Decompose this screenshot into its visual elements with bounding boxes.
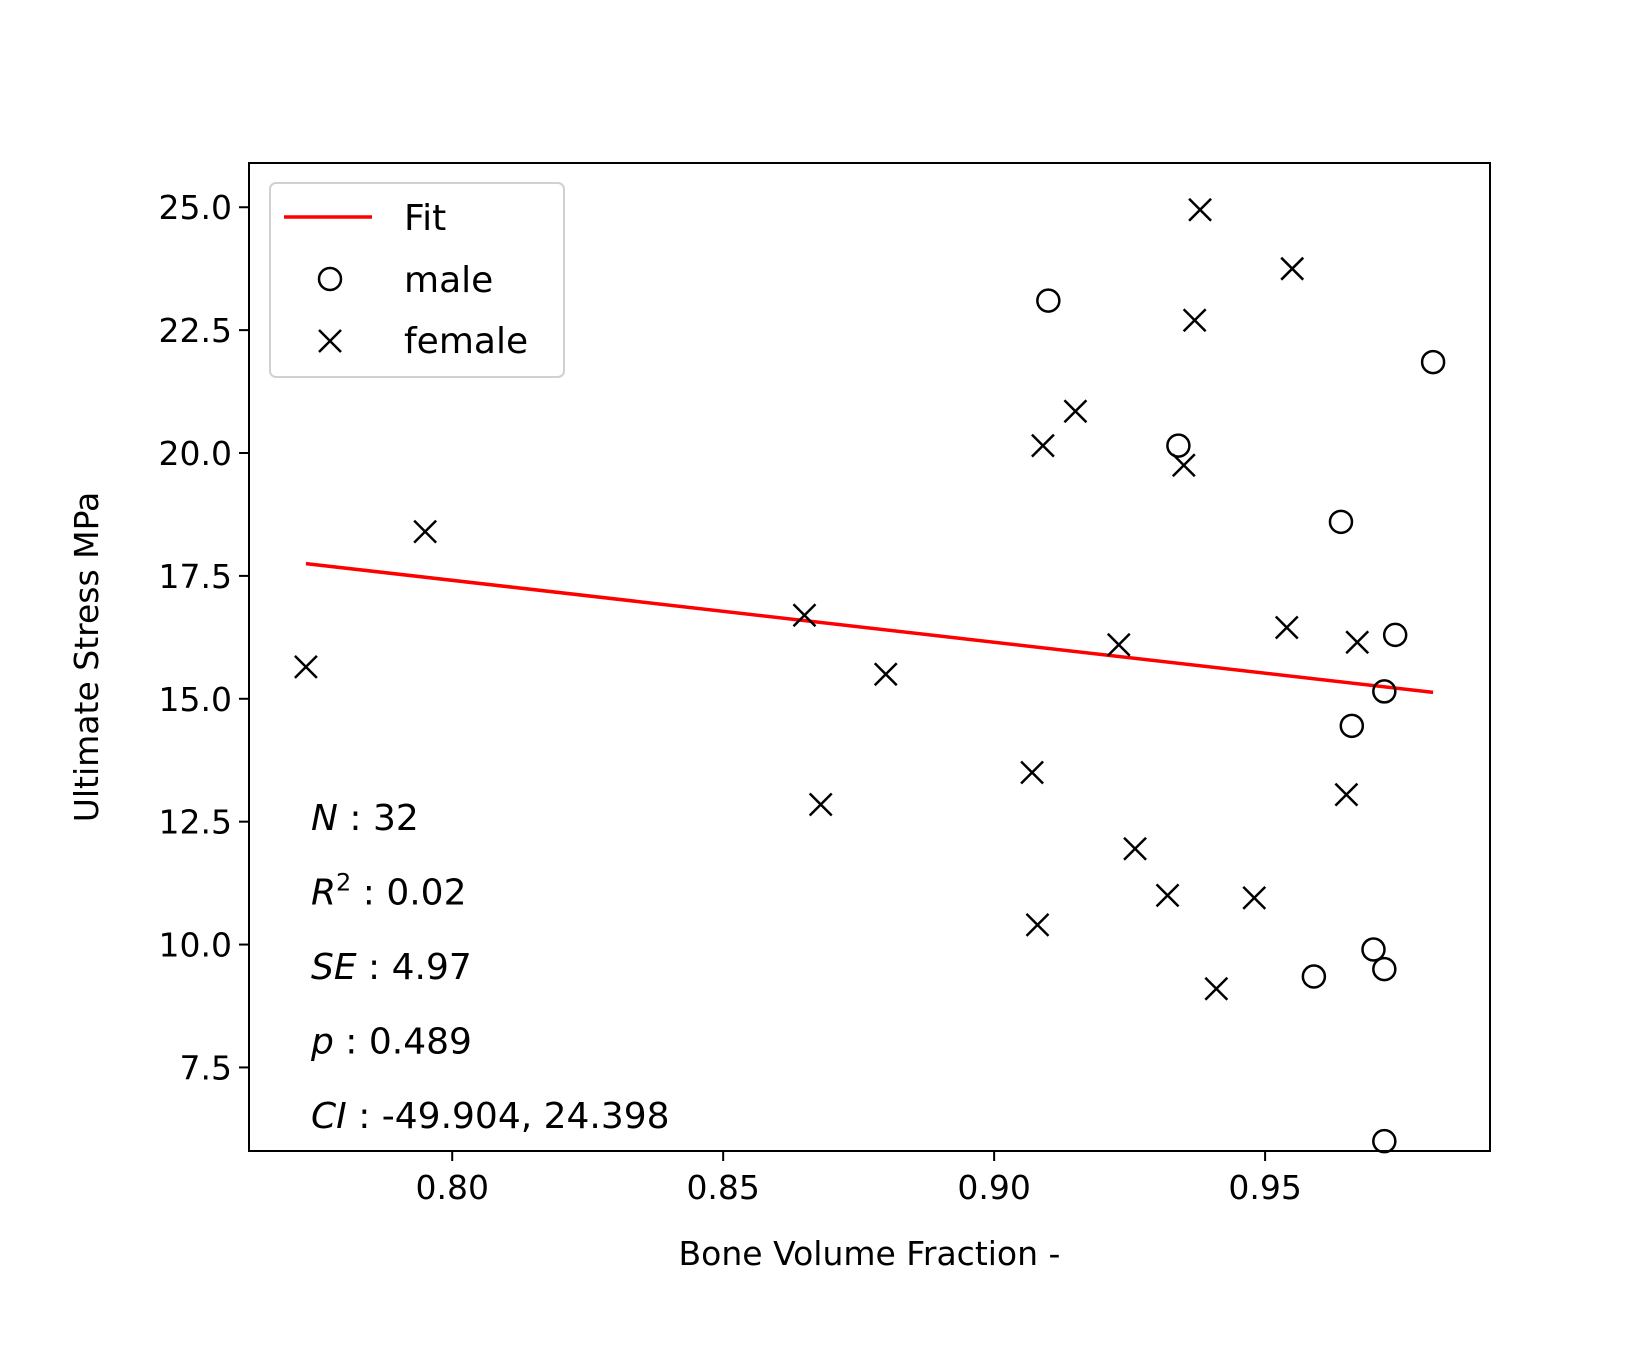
legend-box bbox=[269, 182, 565, 378]
y-tick-label: 22.5 bbox=[159, 311, 232, 350]
x-marker-stroke bbox=[1063, 399, 1088, 424]
stat-annotation: SE : 4.97 bbox=[311, 947, 472, 988]
female-point bbox=[1274, 615, 1299, 640]
male-point bbox=[1328, 509, 1354, 535]
female-point bbox=[1345, 630, 1370, 655]
x-marker-stroke bbox=[1106, 632, 1131, 657]
legend-fit-label: Fit bbox=[404, 198, 446, 239]
female-point bbox=[1063, 399, 1088, 424]
female-point bbox=[1182, 308, 1207, 333]
x-marker-stroke bbox=[792, 603, 817, 628]
y-axis-label: Ultimate Stress MPa bbox=[67, 492, 106, 823]
stat-annotation: CI : -49.904, 24.398 bbox=[311, 1096, 670, 1137]
legend: Fit male female bbox=[269, 182, 565, 378]
female-point bbox=[1188, 197, 1212, 222]
x-marker-stroke bbox=[1274, 615, 1299, 640]
female-point bbox=[873, 662, 898, 687]
x-marker-stroke bbox=[1345, 630, 1370, 655]
plot-marks bbox=[294, 197, 1446, 1154]
legend-female-label: female bbox=[404, 321, 528, 362]
stat-annotation: p : 0.489 bbox=[310, 1022, 472, 1063]
male-point bbox=[1372, 679, 1397, 704]
x-marker-stroke bbox=[1334, 782, 1359, 807]
y-tick-label: 10.0 bbox=[159, 926, 232, 965]
y-tick-label: 12.5 bbox=[159, 803, 232, 842]
x-tick-label: 0.95 bbox=[1228, 1168, 1301, 1207]
male-point bbox=[1372, 956, 1397, 982]
stat-annotation: R2 : 0.02 bbox=[311, 869, 466, 914]
x-tick-label: 0.85 bbox=[686, 1168, 759, 1207]
y-tick-label: 20.0 bbox=[159, 434, 232, 473]
x-marker-stroke bbox=[1280, 256, 1305, 281]
male-point bbox=[1382, 622, 1408, 648]
female-point bbox=[1171, 453, 1196, 478]
male-point bbox=[1036, 288, 1061, 313]
y-tick-label: 17.5 bbox=[159, 557, 232, 596]
male-point bbox=[1372, 1128, 1397, 1154]
female-point bbox=[413, 519, 438, 544]
x-marker-stroke bbox=[1188, 197, 1212, 222]
y-tick-label: 7.5 bbox=[180, 1048, 232, 1087]
axis-ticks: 0.80 0.85 0.90 0.95 7.5 10.0 12.5 15.0 17.5 20.0 2… bbox=[159, 188, 1302, 1207]
female-point bbox=[1031, 433, 1055, 458]
x-tick-label: 0.80 bbox=[415, 1168, 488, 1207]
male-point bbox=[1301, 964, 1327, 989]
y-tick-label: 15.0 bbox=[159, 680, 232, 719]
x-marker-stroke bbox=[1242, 885, 1267, 910]
legend-female-swatch bbox=[318, 329, 342, 353]
x-axis-label: Bone Volume Fraction - bbox=[679, 1234, 1061, 1273]
male-point bbox=[1361, 937, 1386, 962]
x-marker-stroke bbox=[808, 792, 833, 817]
female-point bbox=[1106, 632, 1131, 657]
male-point bbox=[1166, 433, 1191, 458]
x-marker-stroke bbox=[413, 519, 438, 544]
x-marker-stroke bbox=[1171, 453, 1196, 478]
female-point bbox=[1204, 976, 1229, 1001]
stats-annotations: N : 32 R2 : 0.02 SE : 4.97 p : 0.489 CI : -4… bbox=[310, 798, 670, 1137]
x-marker-stroke bbox=[1123, 836, 1147, 861]
x-tick-label: 0.90 bbox=[957, 1168, 1030, 1207]
female-point bbox=[1334, 782, 1359, 807]
x-marker-stroke bbox=[1155, 883, 1180, 908]
female-point bbox=[1242, 885, 1267, 910]
male-point bbox=[1420, 349, 1446, 375]
female-point bbox=[1280, 256, 1305, 281]
x-marker-stroke bbox=[1182, 308, 1207, 333]
x-marker-stroke bbox=[1020, 760, 1044, 785]
y-tick-label: 25.0 bbox=[159, 188, 232, 227]
female-point bbox=[1025, 913, 1050, 937]
x-marker-stroke bbox=[1031, 433, 1055, 458]
x-marker-stroke bbox=[873, 662, 898, 687]
female-point bbox=[808, 792, 833, 817]
x-marker-stroke bbox=[1204, 976, 1229, 1001]
female-point bbox=[294, 654, 318, 679]
female-point bbox=[1155, 883, 1180, 908]
legend-male-label: male bbox=[404, 260, 493, 301]
fit-line bbox=[305, 561, 1434, 695]
plot-frame bbox=[248, 162, 1491, 1152]
female-point bbox=[792, 603, 817, 628]
legend-male-swatch bbox=[317, 266, 343, 292]
x-marker-stroke bbox=[294, 654, 318, 679]
x-marker-stroke bbox=[1025, 913, 1050, 937]
female-point bbox=[1020, 760, 1044, 785]
male-point bbox=[1339, 713, 1365, 739]
female-point bbox=[1123, 836, 1147, 861]
stat-annotation: N : 32 bbox=[311, 798, 419, 839]
